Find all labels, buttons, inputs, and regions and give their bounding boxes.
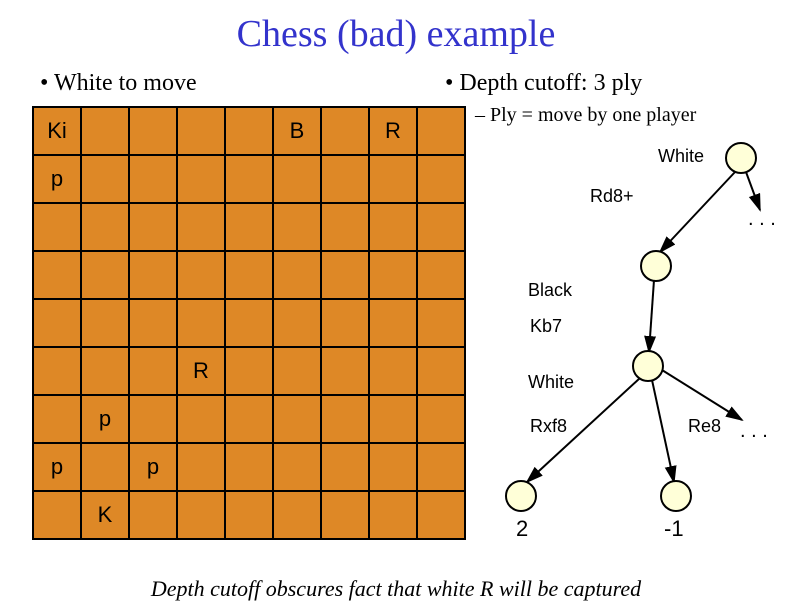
board-cell [321, 443, 369, 491]
board-cell [225, 251, 273, 299]
board-cell [273, 299, 321, 347]
board-cell [33, 347, 81, 395]
board-cell [33, 203, 81, 251]
board-cell [81, 203, 129, 251]
board-cell [369, 251, 417, 299]
move-rd8: Rd8+ [590, 186, 634, 207]
bullet-white-to-move: • White to move [40, 70, 197, 97]
label-white1: White [658, 146, 704, 167]
board-cell [321, 203, 369, 251]
board-cell: R [369, 107, 417, 155]
board-cell [177, 491, 225, 539]
dots-2: . . . [740, 420, 768, 443]
board-cell [129, 299, 177, 347]
board-cell [273, 395, 321, 443]
board-cell [273, 347, 321, 395]
board-cell [129, 203, 177, 251]
tree-edges [420, 120, 790, 540]
board-cell [369, 347, 417, 395]
board-cell [81, 347, 129, 395]
board-cell [273, 203, 321, 251]
board-cell [273, 491, 321, 539]
board-cell: K [81, 491, 129, 539]
board-cell [321, 347, 369, 395]
move-rxf8: Rxf8 [530, 416, 567, 437]
board-cell [369, 299, 417, 347]
label-black: Black [528, 280, 572, 301]
board-cell [369, 491, 417, 539]
board-cell [177, 395, 225, 443]
board-cell [369, 443, 417, 491]
node-leaf2 [660, 480, 692, 512]
slide-title: Chess (bad) example [0, 0, 792, 56]
value-1: 2 [516, 516, 528, 542]
board-cell [225, 491, 273, 539]
board-cell [369, 155, 417, 203]
node-root [725, 142, 757, 174]
game-tree: White Rd8+ . . . Black Kb7 White Rxf8 Re… [420, 120, 790, 540]
board-cell [129, 491, 177, 539]
board-cell [321, 155, 369, 203]
board-cell [369, 395, 417, 443]
board-cell [177, 107, 225, 155]
node-black [640, 250, 672, 282]
board-cell [177, 203, 225, 251]
board-cell [33, 299, 81, 347]
board-cell [177, 443, 225, 491]
slide-caption: Depth cutoff obscures fact that white R … [0, 576, 792, 602]
dots-1: . . . [748, 208, 776, 231]
board-cell [321, 107, 369, 155]
board-cell [129, 107, 177, 155]
board-cell: p [33, 155, 81, 203]
board-cell [33, 251, 81, 299]
board-cell: p [33, 443, 81, 491]
board-cell [129, 251, 177, 299]
board-cell: p [81, 395, 129, 443]
move-re8: Re8 [688, 416, 721, 437]
label-white2: White [528, 372, 574, 393]
bullet-depth-cutoff: • Depth cutoff: 3 ply [445, 70, 642, 97]
board-cell [273, 443, 321, 491]
board-cell [225, 347, 273, 395]
node-leaf1 [505, 480, 537, 512]
board-cell [177, 299, 225, 347]
board-cell [369, 203, 417, 251]
board-cell [273, 155, 321, 203]
board-cell [225, 107, 273, 155]
board-cell [81, 251, 129, 299]
board-cell [225, 443, 273, 491]
board-cell [321, 395, 369, 443]
chess-board: KiBRpRpppK [32, 106, 466, 540]
board-cell [129, 395, 177, 443]
board-cell: Ki [33, 107, 81, 155]
board-cell [225, 155, 273, 203]
node-white [632, 350, 664, 382]
board-cell [273, 251, 321, 299]
board-cell [225, 203, 273, 251]
board-cell: R [177, 347, 225, 395]
value-2: -1 [664, 516, 684, 542]
board-cell [81, 443, 129, 491]
board-cell [81, 107, 129, 155]
board-cell [177, 155, 225, 203]
move-kb7: Kb7 [530, 316, 562, 337]
board-cell [321, 299, 369, 347]
board-cell [177, 251, 225, 299]
board-cell [33, 395, 81, 443]
board-cell [129, 155, 177, 203]
board-cell [33, 491, 81, 539]
board-cell: p [129, 443, 177, 491]
board-cell [225, 299, 273, 347]
board-cell [81, 155, 129, 203]
board-cell [321, 491, 369, 539]
board-cell: B [273, 107, 321, 155]
board-cell [225, 395, 273, 443]
board-cell [81, 299, 129, 347]
board-cell [321, 251, 369, 299]
board-cell [129, 347, 177, 395]
